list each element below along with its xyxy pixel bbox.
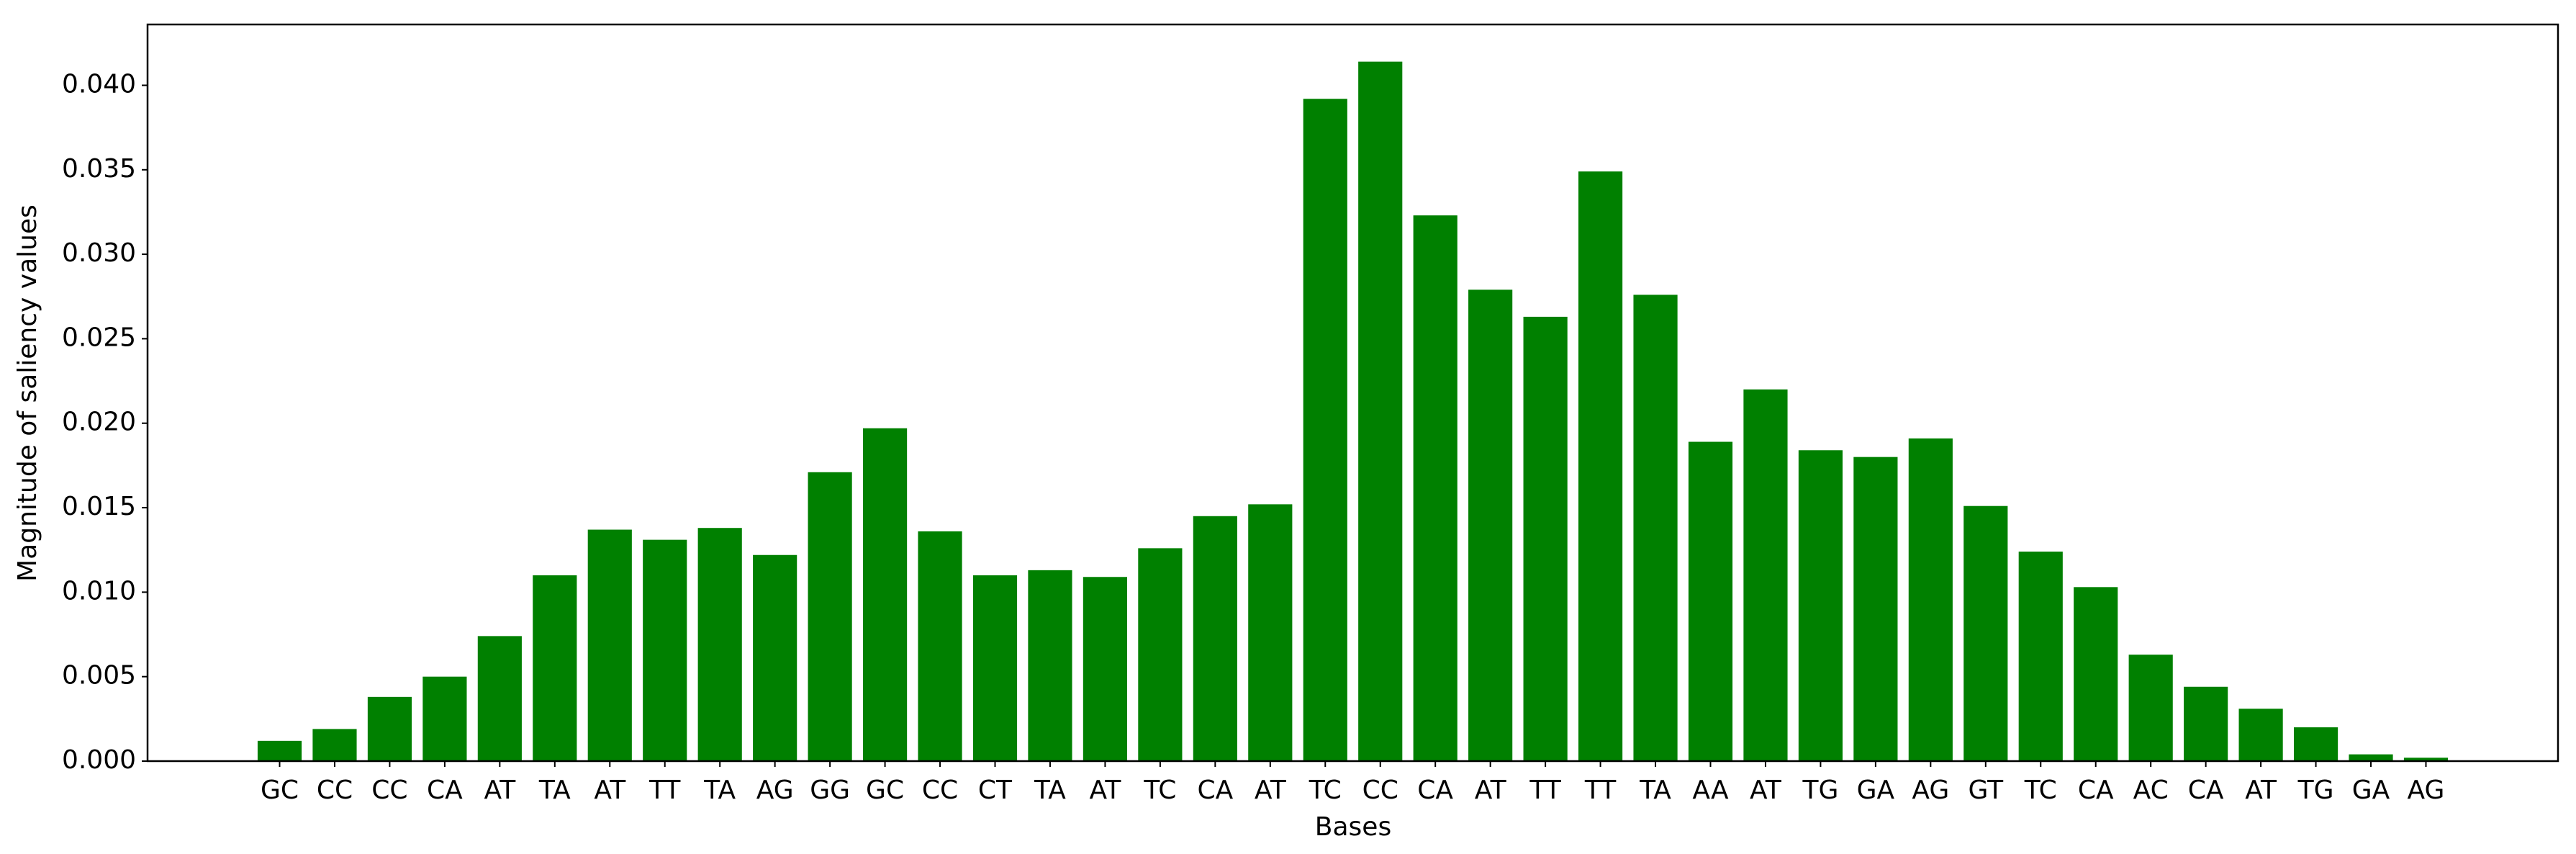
bar — [1413, 215, 1458, 761]
x-tick-label: CA — [2078, 776, 2114, 805]
bar — [1358, 61, 1403, 761]
bar — [1028, 570, 1072, 761]
x-tick-label: CA — [1197, 776, 1233, 805]
bar — [367, 696, 412, 761]
bar — [477, 636, 522, 761]
y-tick-label: 0.030 — [62, 238, 136, 268]
x-tick-label: AT — [1750, 776, 1782, 805]
x-tick-label: CA — [2188, 776, 2224, 805]
bar — [587, 529, 632, 761]
x-tick-label: AT — [2245, 776, 2277, 805]
x-tick-label: TT — [648, 776, 681, 805]
x-tick-label: AT — [1255, 776, 1287, 805]
bar — [1798, 450, 1843, 761]
x-tick-label: CA — [427, 776, 463, 805]
x-tick-label: AG — [756, 776, 794, 805]
bar — [972, 575, 1018, 761]
bar — [1908, 438, 1953, 761]
plot-frame — [146, 23, 2559, 763]
x-tick-label: AT — [484, 776, 516, 805]
y-tick-label: 0.035 — [62, 154, 136, 184]
x-tick-label: TA — [1034, 776, 1066, 805]
x-tick-label: CC — [1362, 776, 1398, 805]
x-tick-label: AG — [1912, 776, 1949, 805]
x-tick-label: GC — [261, 776, 299, 805]
x-tick-label: CA — [1417, 776, 1453, 805]
y-tick-label: 0.040 — [62, 69, 136, 99]
x-tick-label: AG — [2408, 776, 2445, 805]
bar — [2128, 655, 2173, 761]
x-tick-label: GC — [866, 776, 904, 805]
bar — [1963, 505, 2008, 761]
bar — [1853, 457, 1898, 761]
bar — [2293, 727, 2338, 761]
x-tick-label: TA — [703, 776, 736, 805]
bar — [1578, 171, 1623, 761]
bar — [1193, 516, 1237, 761]
y-tick-label: 0.020 — [62, 408, 136, 437]
bar — [1468, 289, 1513, 761]
bar — [2184, 686, 2228, 761]
y-tick-label: 0.010 — [62, 576, 136, 606]
bar — [918, 531, 962, 761]
bar — [1083, 577, 1128, 761]
bar — [312, 729, 357, 761]
y-tick-label: 0.005 — [62, 661, 136, 691]
x-tick-label: AC — [2133, 776, 2169, 805]
x-tick-label: AT — [1090, 776, 1122, 805]
bar — [1303, 99, 1347, 761]
bar — [1248, 504, 1293, 761]
x-tick-label: TC — [2024, 776, 2057, 805]
x-tick-label: GT — [1968, 776, 2004, 805]
bar — [643, 539, 687, 761]
bar — [2238, 709, 2283, 761]
bar — [257, 740, 302, 761]
bar — [1138, 548, 1183, 761]
x-tick-label: GG — [810, 776, 850, 805]
x-tick-label: TG — [1802, 776, 1838, 805]
x-tick-label: CT — [978, 776, 1013, 805]
bar — [808, 472, 852, 761]
x-tick-label: GA — [1857, 776, 1895, 805]
bar — [1523, 316, 1568, 761]
bar — [2349, 754, 2393, 761]
x-tick-label: AT — [1475, 776, 1507, 805]
x-tick-label: TC — [1143, 776, 1176, 805]
x-tick-label: AT — [594, 776, 626, 805]
bar — [533, 575, 577, 761]
bar — [697, 528, 742, 761]
bar — [2403, 758, 2449, 761]
y-tick-label: 0.025 — [62, 323, 136, 352]
x-tick-label: CC — [317, 776, 353, 805]
y-axis-label: Magnitude of saliency values — [13, 204, 42, 582]
x-tick-label: TT — [1584, 776, 1617, 805]
bar — [2074, 587, 2118, 761]
bar — [753, 554, 797, 761]
bar — [1743, 389, 1788, 761]
x-tick-label: TA — [538, 776, 571, 805]
bar — [1688, 441, 1733, 761]
x-tick-label: TG — [2297, 776, 2334, 805]
bar — [2018, 552, 2063, 761]
y-tick-label: 0.000 — [62, 745, 136, 775]
x-axis-label: Bases — [1315, 812, 1391, 842]
x-tick-label: TT — [1529, 776, 1561, 805]
x-tick-label: AA — [1692, 776, 1729, 805]
y-tick-label: 0.015 — [62, 492, 136, 521]
bar — [422, 676, 467, 761]
bar — [1633, 295, 1678, 761]
x-tick-label: TC — [1309, 776, 1342, 805]
x-tick-label: TA — [1639, 776, 1671, 805]
bar — [862, 428, 908, 761]
x-tick-label: CC — [922, 776, 958, 805]
x-tick-label: CC — [371, 776, 407, 805]
x-tick-label: GA — [2352, 776, 2390, 805]
